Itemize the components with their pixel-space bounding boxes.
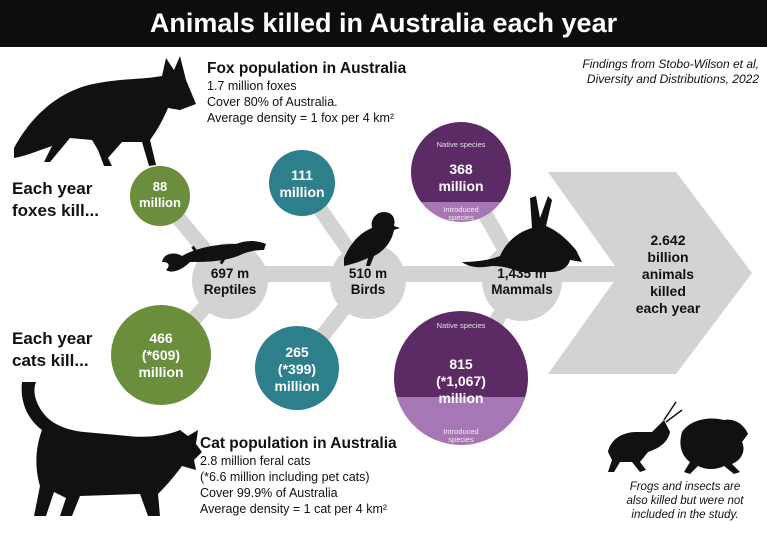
footnote-line-3: included in the study. — [631, 509, 739, 521]
reptiles-cat-value: 466 (*609) million — [111, 330, 211, 381]
mammals-fox-line-2: million — [438, 178, 484, 194]
fox-line-3: Average density = 1 fox per 4 km² — [207, 111, 395, 125]
cat-heading: Cat population in Australia — [200, 435, 397, 452]
cats-kill-label: Each year cats kill... — [12, 328, 122, 372]
mammals-hub-label: 1,435 m Mammals — [476, 266, 568, 298]
mammals-fox-line-1: 368 — [449, 161, 473, 177]
birds-cat-value: 265 (*399) million — [257, 344, 337, 395]
lizard-silhouette-icon — [162, 241, 266, 272]
reptiles-fox-circle — [130, 166, 190, 226]
mammals-cat-line-1: 815 — [449, 356, 473, 372]
main-connector-bar — [228, 266, 628, 282]
diagram-graphic — [14, 56, 752, 516]
citation-line-1: Findings from Stobo-Wilson et al, — [582, 57, 759, 71]
birds-cat-circle — [255, 326, 339, 410]
mammals-hub-name: Mammals — [491, 282, 553, 297]
total-line-5: each year — [635, 300, 701, 316]
bird-silhouette-icon — [344, 212, 400, 266]
birds-hub-value: 510 m — [348, 266, 388, 281]
birds-hub-label: 510 m Birds — [328, 266, 408, 298]
birds-fox-value: 111 million — [269, 167, 335, 201]
arrow-chevron-icon — [548, 172, 752, 374]
reptiles-hub-value: 697 m — [210, 266, 250, 281]
total-line-1: 2.642 — [650, 232, 686, 248]
mammals-hub-value: 1,435 m — [497, 266, 547, 281]
footnote: Frogs and insects are also killed but we… — [610, 480, 760, 522]
cat-line-4: Average density = 1 cat per 4 km² — [200, 502, 388, 516]
mammals-fox-value: 368 million — [421, 161, 501, 195]
mammals-fox-native-label: Native species — [436, 140, 486, 149]
cat-line-3: Cover 99.9% of Australia — [200, 486, 338, 500]
fox-line-2: Cover 80% of Australia. — [207, 95, 338, 109]
birds-cat-line-1: 265 — [285, 344, 309, 360]
mammals-cat-value: 815 (*1,067) million — [411, 356, 511, 407]
footnote-line-1: Frogs and insects are — [629, 481, 741, 493]
mammals-cat-line-2: (*1,067) — [436, 373, 486, 389]
reptiles-hub-circle — [192, 243, 268, 319]
reptiles-fox-line-1: 88 — [152, 179, 168, 194]
reptiles-cat-circle — [111, 305, 211, 405]
birds-cat-line-2: (*399) — [277, 361, 317, 377]
mammals-fox-introduced-label: Introduced species — [443, 205, 479, 222]
foxes-kill-label: Each year foxes kill... — [12, 178, 132, 222]
reptiles-fox-value: 88 million — [130, 179, 190, 211]
total-line-3: animals — [641, 266, 695, 282]
foxes-kill-line-1: Each year — [12, 179, 93, 198]
birds-cat-line-3: million — [274, 378, 320, 394]
cat-line-1: 2.8 million feral cats — [200, 454, 311, 468]
total-line-4: killed — [650, 283, 686, 299]
birds-hub-name: Birds — [350, 282, 386, 297]
fox-info: Fox population in Australia 1.7 million … — [207, 60, 467, 126]
mammals-cat-native-label: Native species — [436, 321, 486, 330]
birds-fox-line-2: million — [279, 184, 325, 200]
reptiles-hub-label: 697 m Reptiles — [190, 266, 270, 298]
reptiles-cat-line-3: million — [138, 364, 184, 380]
citation: Findings from Stobo-Wilson et al, Divers… — [539, 57, 759, 87]
mammals-fox-circle — [411, 122, 511, 222]
cat-silhouette-icon — [21, 382, 203, 516]
cat-line-2: (*6.6 million including pet cats) — [200, 470, 370, 484]
total-line-2: billion — [647, 249, 689, 265]
mammals-cat-line-3: million — [438, 390, 484, 406]
citation-line-2: Diversity and Distributions, 2022 — [586, 72, 759, 86]
birds-fox-circle — [269, 150, 335, 216]
reptiles-cat-line-2: (*609) — [141, 347, 181, 363]
cat-info: Cat population in Australia 2.8 million … — [200, 435, 460, 517]
foxes-kill-line-2: foxes kill... — [12, 201, 99, 220]
footnote-line-2: also killed but were not — [626, 495, 744, 507]
cats-kill-line-1: Each year — [12, 329, 93, 348]
fox-line-1: 1.7 million foxes — [207, 79, 297, 93]
mammals-cat-introduced-label: Introduced species — [443, 427, 479, 444]
bilby-silhouette-icon — [462, 196, 582, 272]
cats-kill-line-2: cats kill... — [12, 351, 89, 370]
page-title: Animals killed in Australia each year — [0, 0, 767, 47]
total-killed: 2.642 billion animals killed each year — [620, 232, 716, 317]
reptiles-hub-name: Reptiles — [203, 282, 257, 297]
grasshopper-silhouette-icon — [608, 401, 683, 472]
fox-heading: Fox population in Australia — [207, 60, 407, 77]
birds-fox-line-1: 111 — [291, 167, 313, 183]
fox-silhouette-icon — [14, 56, 196, 166]
reptiles-fox-line-2: million — [139, 195, 181, 210]
reptiles-cat-line-1: 466 — [149, 330, 173, 346]
frog-silhouette-icon — [680, 418, 748, 474]
